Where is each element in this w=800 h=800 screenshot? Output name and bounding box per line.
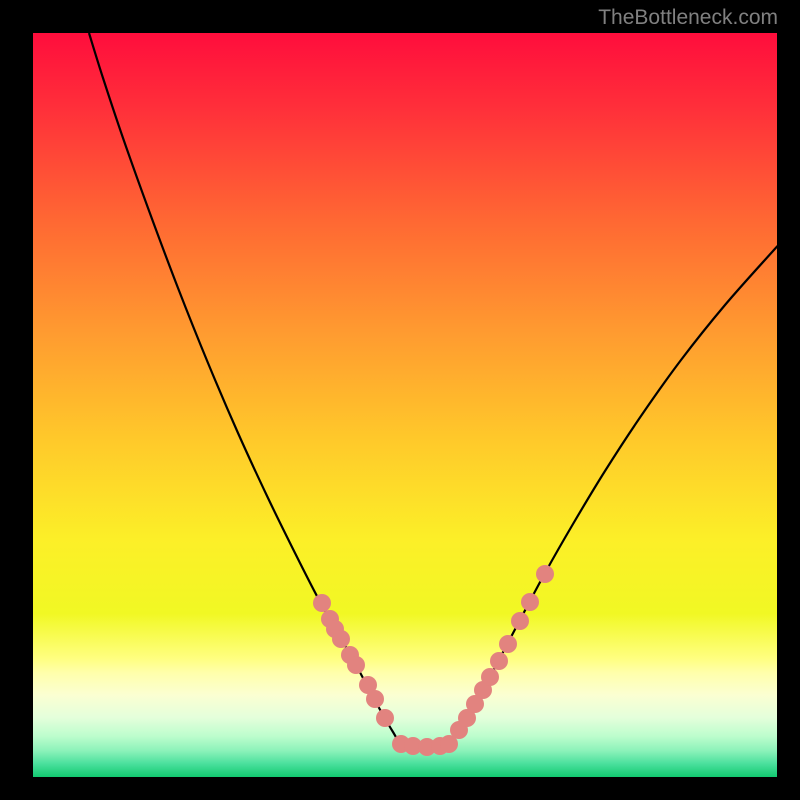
marker-dot xyxy=(332,630,350,648)
marker-dot xyxy=(376,709,394,727)
marker-dot xyxy=(499,635,517,653)
marker-dot xyxy=(536,565,554,583)
marker-dot xyxy=(366,690,384,708)
watermark-text: TheBottleneck.com xyxy=(598,6,778,30)
marker-dot xyxy=(511,612,529,630)
marker-dot xyxy=(490,652,508,670)
chart-svg xyxy=(0,0,800,800)
gradient-background xyxy=(33,33,777,777)
marker-dot xyxy=(481,668,499,686)
marker-dot xyxy=(521,593,539,611)
marker-dot xyxy=(313,594,331,612)
marker-dot xyxy=(347,656,365,674)
